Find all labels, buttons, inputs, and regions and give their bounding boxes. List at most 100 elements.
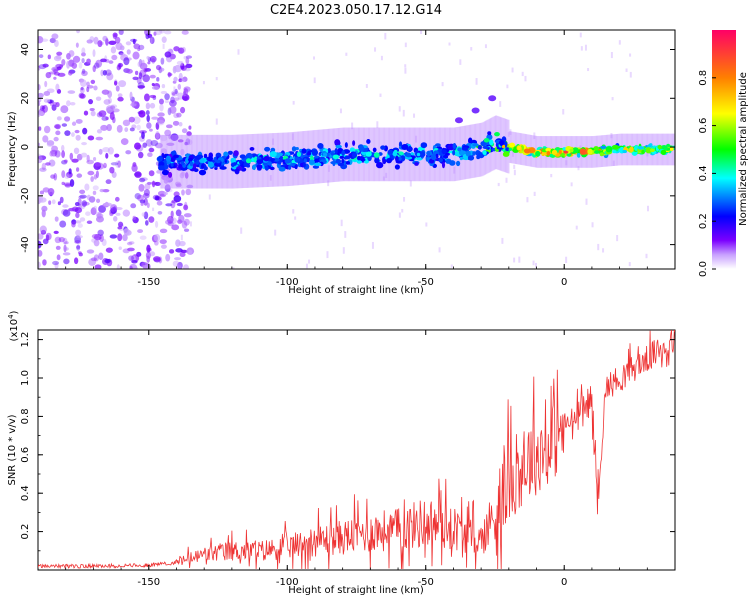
heatmap-noise-blob [117,226,123,230]
heatmap-noise-blob [122,119,131,127]
heatmap-noise-blob [38,92,44,98]
heatmap-noise-blob [167,71,172,78]
heatmap-noise-blob [133,43,141,50]
heatmap-noise-blob [133,172,142,177]
heatmap-ridge-blob [314,162,322,167]
heatmap-noise-blob [117,233,123,242]
heatmap-noise-blob [81,142,87,146]
heatmap-noise-blob [55,63,64,69]
heatmap-ridge-blob [311,149,318,156]
heatmap-noise-blob [183,228,190,232]
heatmap-noise-blob [87,135,95,141]
heatmap-ridge-blob [239,154,246,159]
heatmap-noise-blob [148,216,155,223]
heatmap-noise-blob [61,123,68,127]
heatmap-noise-blob [51,66,60,72]
heatmap-ridge-halo [228,134,231,189]
heatmap-noise-blob [143,189,150,196]
heatmap-ridge-blob [594,150,600,154]
heatmap-ridge-blob [249,147,255,151]
heatmap-scatter-blob [274,229,277,236]
heatmap-ridge-blob [335,144,342,149]
heatmap-noise-blob [184,141,188,146]
heatmap-noise-blob [136,194,144,202]
heatmap-noise-blob [75,42,79,48]
heatmap-noise-blob [154,220,159,228]
heatmap-noise-blob [75,118,83,124]
heatmap-noise-blob [164,51,172,58]
heatmap-noise-blob [152,256,161,262]
heatmap-ridge-blob [420,142,428,149]
heatmap-noise-blob [93,205,98,211]
heatmap-ridge-blob [482,150,487,155]
heatmap-noise-blob [137,85,146,89]
heatmap-ridge-blob [517,145,521,151]
heatmap-noise-blob [181,30,189,35]
heatmap-scatter-blob [645,253,648,259]
heatmap-ridge-halo [384,127,387,182]
heatmap-ridge-blob [569,148,574,153]
heatmap-noise-blob [54,216,59,222]
heatmap-noise-blob [71,132,75,137]
heatmap-ridge-blob [435,143,441,147]
heatmap-scatter-blob [513,164,516,169]
heatmap-noise-blob [138,177,146,183]
heatmap-noise-blob [69,179,75,187]
heatmap-noise-blob [62,209,71,217]
heatmap-noise-blob [179,251,186,258]
heatmap-noise-blob [80,86,84,91]
heatmap-noise-blob [137,229,144,234]
heatmap-scatter-blob [404,64,407,68]
heatmap-noise-blob [98,110,107,117]
heatmap-noise-blob [176,264,182,269]
heatmap-noise-blob [118,30,124,35]
heatmap-ridge-blob [566,152,572,157]
heatmap-noise-blob [90,207,97,216]
heatmap-noise-blob [74,207,83,214]
heatmap-noise-blob [155,64,162,71]
heatmap-ridge-blob [296,151,302,157]
heatmap-ridge-blob [579,148,586,155]
heatmap-scatter-blob [327,180,330,187]
heatmap-noise-blob [93,62,100,69]
heatmap-noise-blob [98,205,106,213]
heatmap-ridge-blob [509,142,516,148]
heatmap-noise-blob [105,247,113,253]
heatmap-noise-blob [146,122,152,129]
heatmap-ridge-blob [351,152,358,159]
heatmap-ridge-blob [476,154,481,160]
heatmap-scatter-blob [597,243,600,251]
heatmap-noise-blob [159,239,167,245]
heatmap-noise-blob [118,51,124,56]
heatmap-noise-blob [138,110,146,118]
heatmap-scatter-blob [550,173,553,178]
heatmap-noise-blob [132,38,136,45]
heatmap-noise-blob [186,131,192,137]
heatmap-noise-blob [164,184,171,193]
heatmap-noise-blob [59,64,63,69]
heatmap-noise-blob [73,147,80,155]
heatmap-noise-blob [116,64,121,71]
heatmap-ridge-blob [198,169,207,176]
heatmap-noise-blob [149,251,156,257]
heatmap-ridge-blob [441,161,446,169]
heatmap-noise-blob [55,101,60,108]
heatmap-noise-blob [97,229,104,236]
heatmap-ridge-blob [341,150,346,156]
heatmap-noise-blob [128,116,136,123]
heatmap-noise-blob [53,76,57,80]
heatmap-noise-blob [49,151,54,157]
heatmap-noise-blob [53,55,62,62]
heatmap-noise-blob [79,189,86,195]
heatmap-ridge-blob [287,164,292,170]
heatmap-noise-blob [149,102,156,109]
heatmap-noise-blob [154,30,163,36]
heatmap-ridge-blob [401,143,409,150]
heatmap-scatter-blob [610,52,613,59]
heatmap-noise-blob [185,55,193,59]
heatmap-noise-blob [81,70,88,77]
heatmap-ridge-halo [381,127,384,182]
heatmap-noise-blob [184,67,191,72]
heatmap-noise-blob [107,147,114,155]
heatmap-ridge-halo [385,127,388,182]
